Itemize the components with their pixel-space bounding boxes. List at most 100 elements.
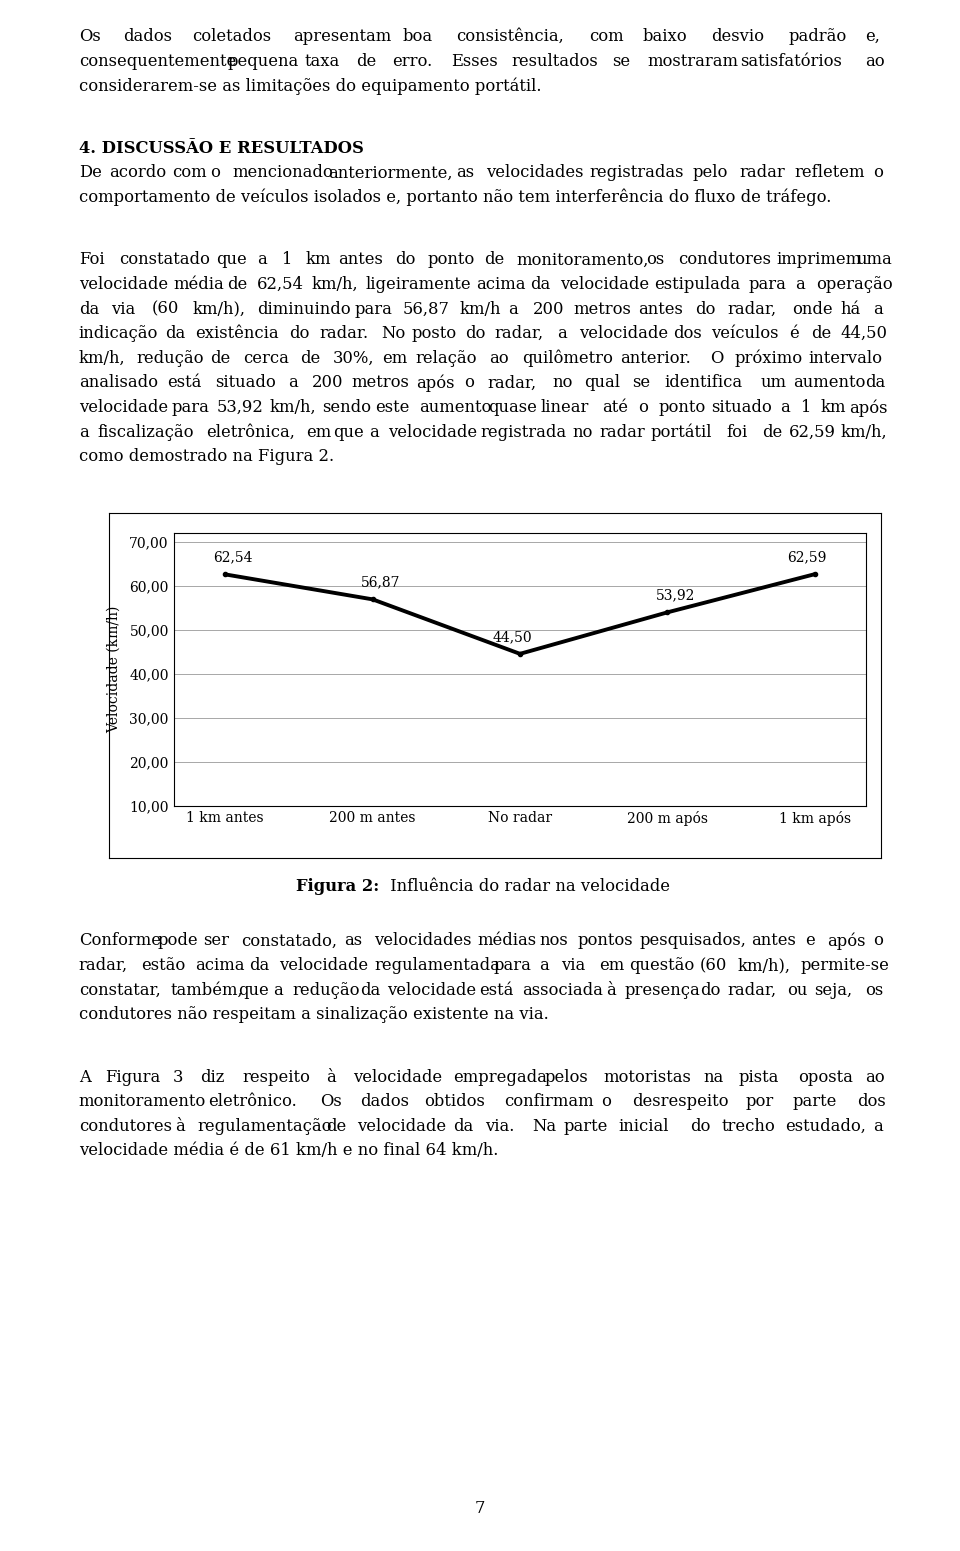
Text: (60: (60	[700, 957, 727, 974]
Text: ao: ao	[865, 1069, 885, 1086]
Text: em: em	[306, 423, 331, 440]
Text: ligeiramente: ligeiramente	[365, 276, 470, 293]
Text: indicação: indicação	[79, 326, 158, 343]
Text: regulamentada: regulamentada	[374, 957, 500, 974]
Text: sendo: sendo	[322, 399, 371, 416]
Text: de: de	[811, 326, 831, 343]
Text: coletados: coletados	[192, 28, 272, 45]
Text: 3: 3	[173, 1069, 183, 1086]
Text: a: a	[557, 326, 566, 343]
Text: intervalo: intervalo	[808, 351, 882, 368]
Text: via: via	[111, 301, 135, 318]
Text: à: à	[606, 982, 615, 999]
Text: constatado,: constatado,	[242, 932, 338, 949]
Text: estão: estão	[141, 957, 185, 974]
Text: de: de	[300, 351, 321, 368]
Text: do: do	[690, 1118, 710, 1135]
Text: radar: radar	[599, 423, 645, 440]
Text: radar,: radar,	[494, 326, 544, 343]
Text: velocidade: velocidade	[388, 423, 477, 440]
Text: quase: quase	[488, 399, 537, 416]
Text: situado: situado	[215, 374, 276, 391]
Text: o: o	[601, 1093, 611, 1111]
Text: o: o	[874, 164, 883, 181]
Text: redução: redução	[136, 351, 204, 368]
Text: 56,87: 56,87	[361, 575, 400, 589]
Text: 62,59: 62,59	[787, 551, 827, 565]
Text: km/h: km/h	[460, 301, 501, 318]
Text: no: no	[572, 423, 592, 440]
Text: constatar,: constatar,	[79, 982, 160, 999]
Text: o: o	[464, 374, 474, 391]
Text: radar,: radar,	[79, 957, 128, 974]
Text: Figura: Figura	[106, 1069, 160, 1086]
Text: 44,50: 44,50	[492, 630, 532, 644]
Text: veículos: veículos	[711, 326, 779, 343]
Y-axis label: Velocidade (km/h): Velocidade (km/h)	[107, 605, 121, 734]
Text: desrespeito: desrespeito	[633, 1093, 729, 1111]
Text: a: a	[257, 251, 267, 268]
Text: posto: posto	[411, 326, 456, 343]
Text: aumento: aumento	[420, 399, 492, 416]
Text: ponto: ponto	[659, 399, 706, 416]
Text: confirmam: confirmam	[504, 1093, 594, 1111]
Text: velocidade: velocidade	[387, 982, 476, 999]
Text: analisado: analisado	[79, 374, 157, 391]
Text: a: a	[288, 374, 298, 391]
Text: após: após	[849, 399, 887, 417]
Text: mencionado: mencionado	[232, 164, 333, 181]
Text: por: por	[745, 1093, 774, 1111]
Text: com: com	[589, 28, 624, 45]
Text: velocidade: velocidade	[279, 957, 369, 974]
Text: médias: médias	[477, 932, 537, 949]
Text: consequentemente: consequentemente	[79, 53, 236, 70]
Text: a: a	[540, 957, 549, 974]
Text: monitoramento,: monitoramento,	[516, 251, 649, 268]
Text: à: à	[175, 1118, 184, 1135]
Text: cerca: cerca	[243, 351, 289, 368]
Text: eletrônico.: eletrônico.	[207, 1093, 297, 1111]
Text: 56,87: 56,87	[403, 301, 450, 318]
Text: km/h,: km/h,	[311, 276, 358, 293]
Text: km/h,: km/h,	[79, 351, 126, 368]
Text: 30%,: 30%,	[333, 351, 374, 368]
Text: 62,54: 62,54	[213, 551, 253, 565]
Text: 4. DISCUSSÃO E RESULTADOS: 4. DISCUSSÃO E RESULTADOS	[79, 140, 364, 157]
Text: dados: dados	[360, 1093, 409, 1111]
Text: pelos: pelos	[544, 1069, 588, 1086]
Text: acordo: acordo	[109, 164, 166, 181]
Text: o: o	[638, 399, 648, 416]
Text: de: de	[326, 1118, 347, 1135]
Text: do: do	[700, 982, 721, 999]
Text: trecho: trecho	[722, 1118, 776, 1135]
Text: (60: (60	[152, 301, 179, 318]
Text: antes: antes	[338, 251, 383, 268]
Text: antes: antes	[751, 932, 796, 949]
Text: condutores não respeitam a sinalização existente na via.: condutores não respeitam a sinalização e…	[79, 1007, 548, 1024]
Text: Os: Os	[321, 1093, 342, 1111]
Text: 7: 7	[475, 1500, 485, 1517]
Text: padrão: padrão	[788, 28, 847, 45]
Text: De: De	[79, 164, 102, 181]
Text: radar,: radar,	[728, 301, 777, 318]
Text: estudado,: estudado,	[785, 1118, 866, 1135]
Text: que: que	[238, 982, 269, 999]
Text: ponto: ponto	[427, 251, 474, 268]
Text: operação: operação	[816, 276, 893, 293]
Text: estipulada: estipulada	[655, 276, 740, 293]
Text: da: da	[453, 1118, 474, 1135]
Text: está: está	[479, 982, 513, 999]
Text: eletrônica,: eletrônica,	[206, 423, 295, 440]
Text: ao: ao	[865, 53, 885, 70]
Text: também,: também,	[171, 982, 243, 999]
Text: motoristas: motoristas	[604, 1069, 691, 1086]
Text: da: da	[79, 301, 99, 318]
Text: acima: acima	[476, 276, 525, 293]
Text: pelo: pelo	[693, 164, 729, 181]
Text: para: para	[354, 301, 393, 318]
Text: erro.: erro.	[392, 53, 432, 70]
Text: que: que	[333, 423, 364, 440]
Text: 1: 1	[801, 399, 810, 416]
Text: situado: situado	[711, 399, 772, 416]
Text: velocidade: velocidade	[560, 276, 649, 293]
